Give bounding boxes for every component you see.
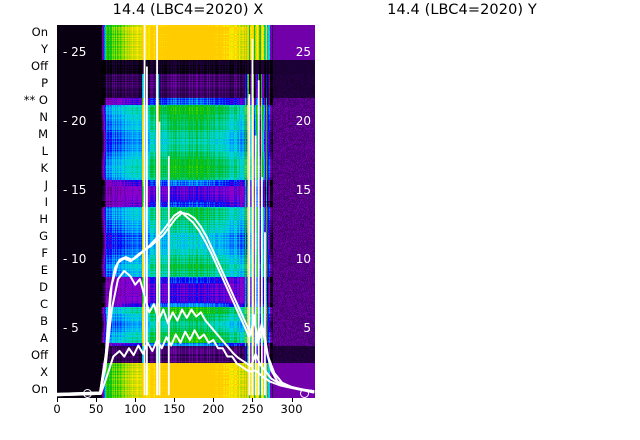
station-label-y: Y xyxy=(40,42,48,57)
panel-x: 14.4 (LBC4=2020) X - 0- 5- 10- 15- 20- 2… xyxy=(0,2,315,438)
station-label-m: M xyxy=(38,127,48,142)
x-tick-mark xyxy=(135,398,137,402)
x-tick-label-300: 300 xyxy=(280,402,303,416)
x-tick-label-50: 50 xyxy=(88,402,104,416)
spectrogram-x[interactable]: - 0- 5- 10- 15- 20- 250510152025 xyxy=(57,25,315,398)
station-label-b: B xyxy=(40,313,48,328)
x-tick-label-250: 250 xyxy=(241,402,264,416)
x-tick-label-150: 150 xyxy=(163,402,186,416)
spectrogram-image-x xyxy=(57,25,315,398)
station-label-j: J xyxy=(44,178,48,193)
station-label-n: N xyxy=(39,110,48,125)
station-label-p: P xyxy=(41,76,48,91)
panel-title-x: 14.4 (LBC4=2020) X xyxy=(112,2,264,18)
panel-y: 14.4 (LBC4=2020) Y - 0- 5- 10- 15- 20- 2… xyxy=(320,0,640,440)
x-tick-mark xyxy=(252,398,254,402)
station-label-g: G xyxy=(39,228,48,243)
station-label-on: On xyxy=(31,381,48,396)
x-tick-label-0: 0 xyxy=(53,402,61,416)
station-label-f: F xyxy=(41,245,48,260)
station-label-k: K xyxy=(40,161,48,176)
station-label-x: X xyxy=(40,364,48,379)
station-label-c: C xyxy=(39,296,48,311)
x-tick-mark xyxy=(96,398,98,402)
station-axis-left: On Y Off P ** O N M L K J I H G F E D C B A Off X On xyxy=(0,25,52,398)
station-label-l: L xyxy=(41,144,48,159)
station-label-a: A xyxy=(40,330,48,345)
x-tick-mark xyxy=(174,398,176,402)
x-tick-mark xyxy=(291,398,293,402)
x-tick-mark xyxy=(213,398,215,402)
x-tick-label-100: 100 xyxy=(124,402,147,416)
station-label-e: E xyxy=(40,262,48,277)
station-label-on: On xyxy=(31,25,48,40)
panel-title-y: 14.4 (LBC4=2020) Y xyxy=(387,2,537,18)
station-label-off: Off xyxy=(31,347,48,362)
x-tick-mark xyxy=(57,398,58,402)
channel-axis-left: 0 50 100 150 200 250 300 xyxy=(53,398,315,438)
x-tick-label-200: 200 xyxy=(202,402,225,416)
station-label-d: D xyxy=(39,279,48,294)
station-label-h: H xyxy=(39,211,48,226)
station-label-o: ** O xyxy=(23,93,48,108)
station-label-i: I xyxy=(44,195,48,210)
station-label-off: Off xyxy=(31,59,48,74)
